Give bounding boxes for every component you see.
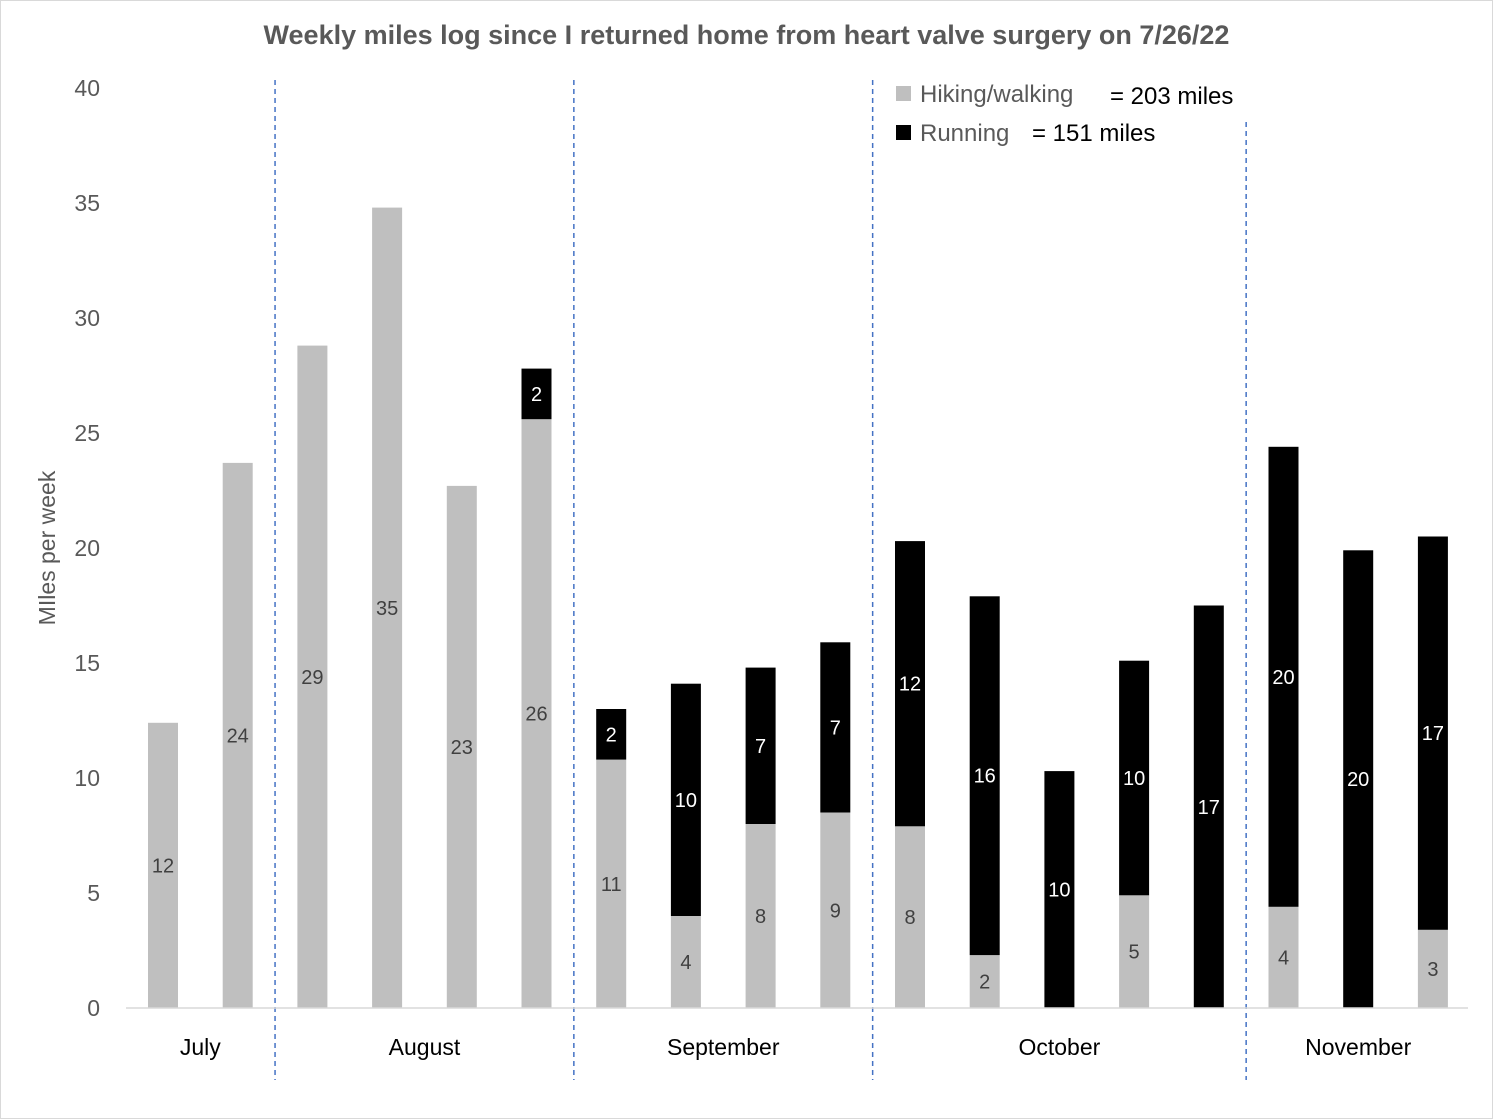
legend-swatch-hiking [896, 86, 911, 101]
data-label-hiking: 29 [301, 667, 323, 689]
data-label-hiking: 4 [1278, 947, 1289, 969]
bar-hiking [297, 345, 328, 1009]
data-label-running: 10 [1048, 880, 1070, 902]
bar-hiking [1119, 895, 1150, 1008]
legend-label-hiking: Hiking/walking [920, 81, 1073, 108]
data-label-hiking: 24 [227, 725, 249, 747]
bar-hiking [596, 759, 627, 1008]
data-label-running: 20 [1272, 667, 1294, 689]
bar-hiking [446, 485, 477, 1008]
bar-running [596, 709, 627, 760]
data-label-running: 10 [675, 790, 697, 812]
data-label-running: 16 [974, 766, 996, 788]
month-label: August [389, 1034, 461, 1060]
data-label-hiking: 12 [152, 855, 174, 877]
data-label-hiking: 4 [680, 952, 691, 974]
bar-running [1417, 536, 1448, 930]
month-separators [274, 80, 1247, 1080]
data-label-hiking: 8 [904, 907, 915, 929]
bar-hiking [969, 955, 1000, 1008]
chart-title: Weekly miles log since I returned home f… [263, 20, 1230, 50]
y-tick-label: 30 [74, 305, 100, 331]
data-label-running: 2 [606, 724, 617, 746]
legend-label-running: Running [920, 120, 1009, 147]
legend-total-running: = 151 miles [1032, 120, 1155, 147]
bar-running [670, 683, 701, 916]
bar-running [745, 667, 776, 824]
y-tick-label: 10 [74, 765, 100, 791]
month-label: July [180, 1034, 221, 1060]
bar-hiking [1268, 906, 1299, 1008]
legend: Hiking/walking = 203 miles Running = 151… [896, 81, 1233, 147]
bar-hiking [895, 826, 925, 1008]
data-label-running: 10 [1123, 768, 1145, 790]
month-label: October [1018, 1034, 1100, 1060]
data-label-running: 17 [1198, 797, 1220, 819]
month-label: September [667, 1034, 780, 1060]
legend-total-hiking: = 203 miles [1110, 83, 1233, 110]
data-labels: 1224293523262112410879781221610510174202… [152, 384, 1444, 994]
bar-hiking [820, 812, 851, 1008]
bar-hiking [222, 462, 253, 1008]
bar-running [895, 541, 925, 827]
bar-running [521, 368, 552, 420]
data-label-hiking: 2 [979, 972, 990, 994]
data-label-running: 7 [755, 736, 766, 758]
y-tick-label: 15 [74, 650, 100, 676]
bar-running [969, 596, 1000, 956]
data-label-hiking: 9 [830, 900, 841, 922]
bar-running [1343, 550, 1374, 1008]
y-tick-label: 35 [74, 190, 100, 216]
data-label-hiking: 23 [451, 737, 473, 759]
bar-running [1193, 605, 1224, 1008]
bars [148, 207, 1448, 1009]
bar-hiking [148, 722, 178, 1008]
bar-hiking [670, 916, 701, 1008]
y-tick-label: 40 [74, 75, 100, 101]
y-tick-label: 25 [74, 420, 100, 446]
bar-running [1044, 771, 1075, 1008]
data-label-hiking: 26 [525, 704, 547, 726]
y-axis: 0 5 10 15 20 25 30 35 40 [74, 75, 100, 1021]
bar-running [1268, 446, 1299, 907]
bar-hiking [521, 419, 552, 1008]
bar-running [1119, 660, 1150, 896]
bar-hiking [372, 207, 403, 1009]
data-label-running: 17 [1422, 723, 1444, 745]
y-tick-label: 0 [87, 995, 100, 1021]
data-label-running: 2 [531, 384, 542, 406]
y-tick-label: 20 [74, 535, 100, 561]
data-label-hiking: 8 [755, 906, 766, 928]
data-label-hiking: 35 [376, 598, 398, 620]
data-label-running: 12 [899, 674, 921, 696]
data-label-hiking: 3 [1427, 959, 1438, 981]
y-axis-label: MIles per week [34, 470, 60, 625]
legend-swatch-running [896, 125, 911, 140]
month-label: November [1305, 1034, 1411, 1060]
data-label-hiking: 11 [601, 874, 622, 896]
bar-running [820, 642, 851, 813]
y-tick-label: 5 [87, 880, 100, 906]
bar-hiking [745, 824, 776, 1008]
x-axis-month-labels: July August September October November [180, 1034, 1412, 1060]
data-label-running: 20 [1347, 769, 1369, 791]
data-label-hiking: 5 [1129, 942, 1140, 964]
bar-hiking [1417, 929, 1448, 1008]
data-label-running: 7 [830, 717, 841, 739]
